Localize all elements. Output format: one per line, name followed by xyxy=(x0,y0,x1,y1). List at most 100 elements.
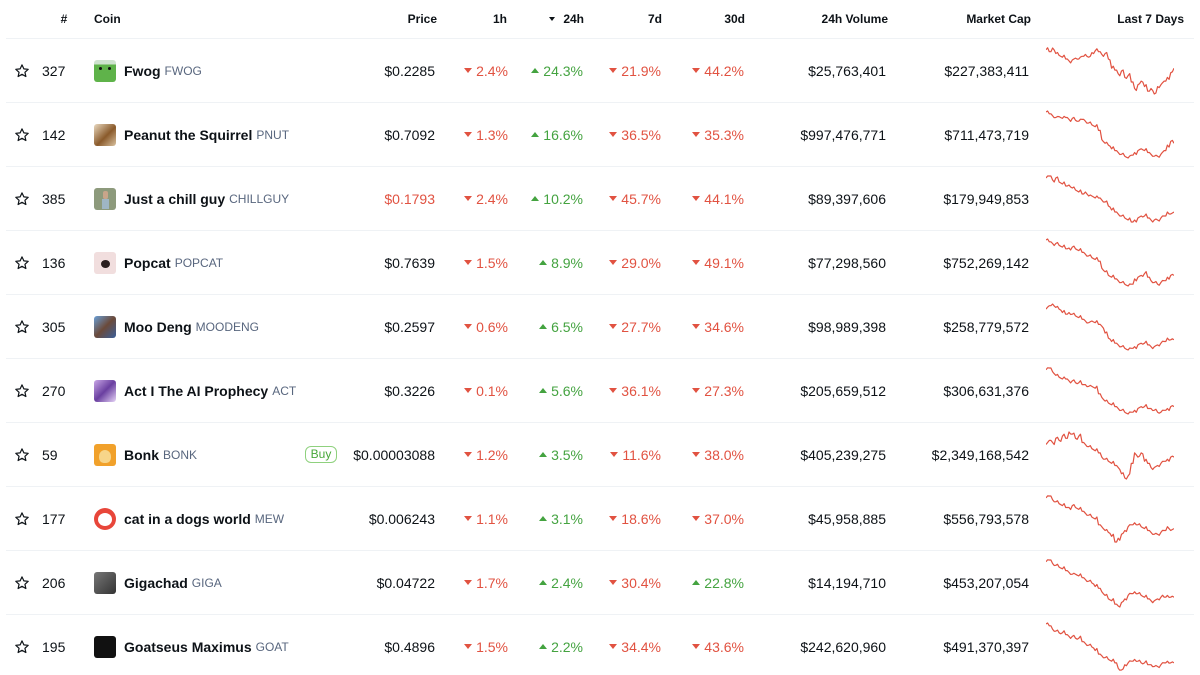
change-7d: 27.7% xyxy=(586,295,661,358)
table-row-bonk[interactable]: 59 Bonk BONK Buy $0.00003088 1.2% 3.5% 1… xyxy=(6,423,1194,487)
change-30d: 34.6% xyxy=(666,295,744,358)
price: $0.00003088 xyxy=(353,446,435,463)
header-rank[interactable]: # xyxy=(60,12,68,26)
price: $0.7639 xyxy=(384,254,435,271)
buy-slot xyxy=(304,551,338,614)
coin-symbol: GOAT xyxy=(255,639,289,654)
favorite-star-button[interactable] xyxy=(12,551,32,614)
volume-24h: $77,298,560 xyxy=(808,254,886,271)
volume-24h: $242,620,960 xyxy=(800,638,886,655)
favorite-star-button[interactable] xyxy=(12,615,32,675)
coin-link[interactable]: Gigachad GIGA xyxy=(94,551,344,614)
caret-up-icon xyxy=(531,132,540,137)
table-row-mew[interactable]: 177 cat in a dogs world MEW $0.006243 1.… xyxy=(6,487,1194,551)
coin-link[interactable]: Just a chill guy CHILLGUY xyxy=(94,167,344,230)
caret-down-icon xyxy=(464,260,473,265)
header-24h-label: 24h xyxy=(563,12,584,26)
caret-down-icon xyxy=(609,580,618,585)
sparkline-7d-chart xyxy=(1046,231,1186,294)
caret-up-icon xyxy=(531,196,540,201)
favorite-star-button[interactable] xyxy=(12,167,32,230)
header-1h[interactable]: 1h xyxy=(492,12,507,26)
header-24h-volume[interactable]: 24h Volume xyxy=(821,12,888,26)
market-cap: $556,793,578 xyxy=(943,510,1029,527)
gigachad-icon xyxy=(94,571,116,594)
buy-slot xyxy=(304,615,338,675)
market-cap: $491,370,397 xyxy=(943,638,1029,655)
pnut-squirrel-icon xyxy=(94,123,116,146)
favorite-star-button[interactable] xyxy=(12,39,32,102)
coin-link[interactable]: Popcat POPCAT xyxy=(94,231,344,294)
caret-down-icon xyxy=(692,324,701,329)
header-30d[interactable]: 30d xyxy=(724,12,745,26)
table-row-goat[interactable]: 195 Goatseus Maximus GOAT $0.4896 1.5% 2… xyxy=(6,615,1194,675)
change-7d: 21.9% xyxy=(586,39,661,102)
favorite-star-button[interactable] xyxy=(12,487,32,550)
change-24h: 5.6% xyxy=(511,359,583,422)
caret-down-icon xyxy=(609,324,618,329)
coin-symbol: BONK xyxy=(163,447,198,462)
change-1h: 1.2% xyxy=(436,423,508,486)
favorite-star-button[interactable] xyxy=(12,231,32,294)
table-row-chillguy[interactable]: 385 Just a chill guy CHILLGUY $0.1793 2.… xyxy=(6,167,1194,231)
sparkline-7d-chart xyxy=(1046,103,1186,166)
star-icon xyxy=(15,63,29,77)
change-7d: 34.4% xyxy=(586,615,661,675)
change-7d: 30.4% xyxy=(586,551,661,614)
header-last-7-days: Last 7 Days xyxy=(1117,12,1184,26)
buy-button[interactable]: Buy xyxy=(304,446,338,463)
buy-slot: Buy xyxy=(304,423,338,486)
market-cap: $227,383,411 xyxy=(944,62,1029,79)
change-24h: 3.1% xyxy=(511,487,583,550)
caret-down-icon xyxy=(609,516,618,521)
coin-symbol: MEW xyxy=(254,511,285,526)
change-7d: 29.0% xyxy=(586,231,661,294)
table-row-act[interactable]: 270 Act I The AI Prophecy ACT $0.3226 0.… xyxy=(6,359,1194,423)
coin-symbol: MOODENG xyxy=(195,319,259,334)
table-row-popcat[interactable]: 136 Popcat POPCAT $0.7639 1.5% 8.9% 29.0… xyxy=(6,231,1194,295)
coin-link[interactable]: Bonk BONK xyxy=(94,423,344,486)
coin-link[interactable]: Act I The AI Prophecy ACT xyxy=(94,359,344,422)
change-24h: 2.4% xyxy=(511,551,583,614)
favorite-star-button[interactable] xyxy=(12,295,32,358)
sparkline-7d-chart xyxy=(1046,423,1186,486)
coin-link[interactable]: Goatseus Maximus GOAT xyxy=(94,615,344,675)
change-7d: 11.6% xyxy=(586,423,661,486)
header-coin[interactable]: Coin xyxy=(94,12,121,26)
chillguy-icon xyxy=(94,187,116,210)
market-cap: $2,349,168,542 xyxy=(931,446,1029,463)
caret-down-icon xyxy=(464,516,473,521)
header-24h[interactable]: 24h xyxy=(511,0,584,38)
caret-down-icon xyxy=(609,68,618,73)
change-1h: 0.6% xyxy=(436,295,508,358)
coin-link[interactable]: Moo Deng MOODENG xyxy=(94,295,344,358)
caret-up-icon xyxy=(539,516,548,521)
table-row-giga[interactable]: 206 Gigachad GIGA $0.04722 1.7% 2.4% 30.… xyxy=(6,551,1194,615)
coin-link[interactable]: cat in a dogs world MEW xyxy=(94,487,344,550)
caret-up-icon xyxy=(531,68,540,73)
rank: 327 xyxy=(42,62,66,79)
header-market-cap[interactable]: Market Cap xyxy=(966,12,1031,26)
table-row-moodeng[interactable]: 305 Moo Deng MOODENG $0.2597 0.6% 6.5% 2… xyxy=(6,295,1194,359)
rank: 195 xyxy=(42,638,66,655)
price: $0.2597 xyxy=(384,318,435,335)
volume-24h: $205,659,512 xyxy=(800,382,886,399)
header-price[interactable]: Price xyxy=(407,12,437,26)
coin-name: Bonk xyxy=(124,446,159,463)
favorite-star-button[interactable] xyxy=(12,103,32,166)
sparkline-7d-chart xyxy=(1046,615,1186,675)
favorite-star-button[interactable] xyxy=(12,423,32,486)
table-row-fwog[interactable]: 327 Fwog FWOG $0.2285 2.4% 24.3% 21.9% 4… xyxy=(6,39,1194,103)
coin-link[interactable]: Fwog FWOG xyxy=(94,39,344,102)
buy-slot xyxy=(304,103,338,166)
coin-symbol: GIGA xyxy=(191,575,222,590)
favorite-star-button[interactable] xyxy=(12,359,32,422)
coin-link[interactable]: Peanut the Squirrel PNUT xyxy=(94,103,344,166)
caret-down-icon xyxy=(464,580,473,585)
change-24h: 2.2% xyxy=(511,615,583,675)
change-30d: 38.0% xyxy=(666,423,744,486)
table-row-pnut[interactable]: 142 Peanut the Squirrel PNUT $0.7092 1.3… xyxy=(6,103,1194,167)
star-icon xyxy=(15,191,29,205)
header-7d[interactable]: 7d xyxy=(647,12,662,26)
